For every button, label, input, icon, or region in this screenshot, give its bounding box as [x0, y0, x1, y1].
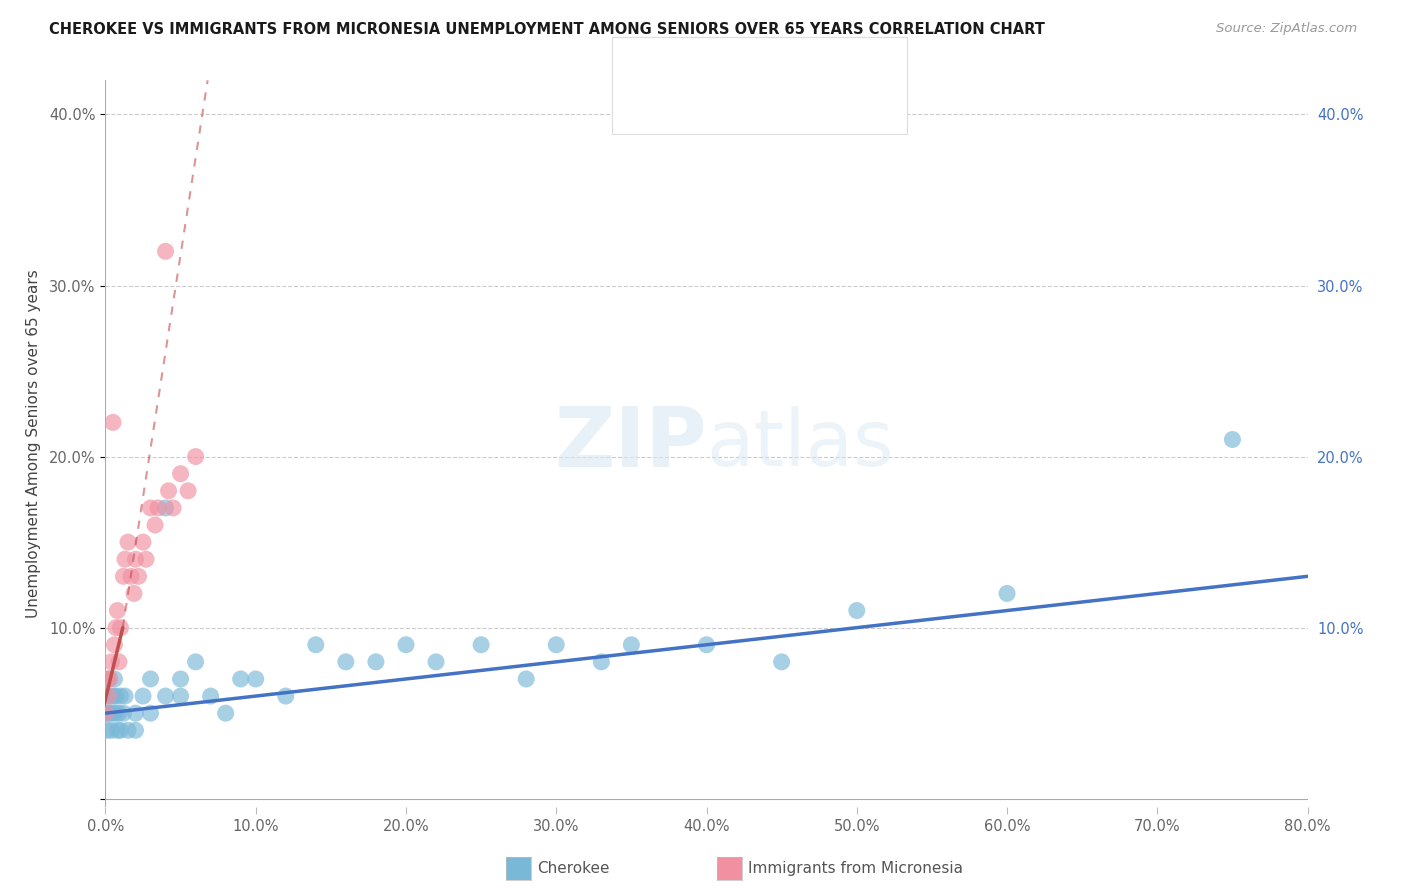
Point: [155, 244, 177, 259]
Point: [364, 655, 387, 669]
Text: R =: R =: [654, 96, 690, 114]
Text: 50: 50: [820, 52, 842, 70]
Point: [620, 638, 643, 652]
Point: [124, 552, 146, 566]
Point: [98, 672, 121, 686]
Point: [112, 569, 135, 583]
Point: [101, 706, 124, 721]
Point: [169, 689, 191, 703]
Point: [117, 535, 139, 549]
Text: R =: R =: [654, 52, 690, 70]
Point: [108, 706, 131, 721]
Point: [139, 672, 162, 686]
Point: [184, 450, 207, 464]
Point: [97, 672, 120, 686]
Point: [124, 706, 146, 721]
Point: [169, 672, 191, 686]
Point: [139, 500, 162, 515]
Point: [132, 689, 155, 703]
Point: [135, 552, 157, 566]
Point: [591, 655, 613, 669]
Point: [96, 689, 118, 703]
Point: [124, 723, 146, 738]
Point: [245, 672, 267, 686]
Text: N =: N =: [769, 96, 806, 114]
Point: [200, 689, 222, 703]
Point: [143, 518, 166, 533]
Text: Immigrants from Micronesia: Immigrants from Micronesia: [748, 862, 963, 876]
Point: [110, 689, 132, 703]
Point: [100, 655, 122, 669]
Point: [97, 706, 120, 721]
Point: [162, 500, 184, 515]
Point: [103, 672, 125, 686]
Point: [97, 689, 120, 703]
Text: N =: N =: [769, 52, 806, 70]
Point: [515, 672, 537, 686]
Text: Cherokee: Cherokee: [537, 862, 610, 876]
Point: [117, 723, 139, 738]
Point: [114, 689, 136, 703]
Text: ZIP: ZIP: [554, 403, 707, 484]
Point: [101, 689, 124, 703]
Point: [108, 655, 131, 669]
Point: [114, 552, 136, 566]
Point: [546, 638, 568, 652]
Point: [157, 483, 180, 498]
Point: [98, 706, 121, 721]
Text: 0.217: 0.217: [704, 52, 756, 70]
Point: [305, 638, 328, 652]
Point: [103, 638, 125, 652]
Point: [155, 689, 177, 703]
Point: [100, 723, 122, 738]
Point: [184, 655, 207, 669]
Point: [146, 500, 169, 515]
Point: [98, 689, 121, 703]
Text: 0.476: 0.476: [704, 96, 756, 114]
Point: [104, 689, 127, 703]
Point: [770, 655, 793, 669]
Point: [155, 500, 177, 515]
Point: [104, 621, 127, 635]
Point: [132, 535, 155, 549]
Text: 29: 29: [820, 96, 844, 114]
Y-axis label: Unemployment Among Seniors over 65 years: Unemployment Among Seniors over 65 years: [25, 269, 41, 618]
Point: [335, 655, 357, 669]
Point: [122, 586, 145, 600]
Point: [696, 638, 718, 652]
Point: [425, 655, 447, 669]
Point: [395, 638, 418, 652]
Text: atlas: atlas: [707, 406, 894, 482]
Point: [139, 706, 162, 721]
Point: [274, 689, 297, 703]
Point: [128, 569, 150, 583]
Point: [101, 416, 124, 430]
Point: [995, 586, 1018, 600]
Point: [112, 706, 135, 721]
Point: [229, 672, 252, 686]
Text: Source: ZipAtlas.com: Source: ZipAtlas.com: [1216, 22, 1357, 36]
Point: [110, 723, 132, 738]
Point: [120, 569, 142, 583]
Point: [96, 723, 118, 738]
Point: [845, 603, 868, 617]
Point: [96, 672, 118, 686]
Point: [470, 638, 492, 652]
Point: [94, 706, 117, 721]
Point: [110, 621, 132, 635]
Text: CHEROKEE VS IMMIGRANTS FROM MICRONESIA UNEMPLOYMENT AMONG SENIORS OVER 65 YEARS : CHEROKEE VS IMMIGRANTS FROM MICRONESIA U…: [49, 22, 1045, 37]
Point: [107, 723, 129, 738]
Point: [169, 467, 191, 481]
Point: [214, 706, 236, 721]
Point: [107, 603, 129, 617]
Point: [177, 483, 200, 498]
Point: [1222, 433, 1244, 447]
Point: [94, 706, 117, 721]
Point: [104, 706, 127, 721]
